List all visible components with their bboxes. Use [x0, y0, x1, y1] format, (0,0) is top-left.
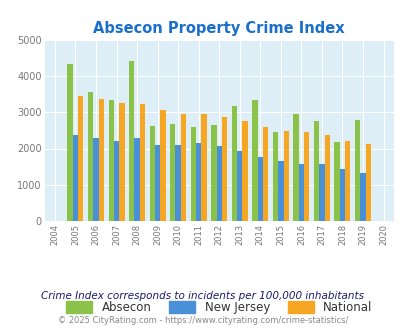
Bar [339, 169, 344, 221]
Bar [298, 164, 303, 221]
Bar [78, 96, 83, 221]
Bar [67, 64, 72, 221]
Bar [303, 132, 309, 221]
Bar [277, 161, 283, 221]
Title: Absecon Property Crime Index: Absecon Property Crime Index [93, 21, 344, 36]
Bar [344, 141, 350, 221]
Bar [272, 132, 277, 221]
Bar [231, 106, 237, 221]
Bar [98, 99, 104, 221]
Bar [134, 138, 139, 221]
Text: Crime Index corresponds to incidents per 100,000 inhabitants: Crime Index corresponds to incidents per… [41, 291, 364, 301]
Bar [155, 145, 160, 221]
Bar [318, 164, 324, 221]
Bar [129, 61, 134, 221]
Bar [108, 100, 113, 221]
Bar [262, 127, 268, 221]
Text: © 2025 CityRating.com - https://www.cityrating.com/crime-statistics/: © 2025 CityRating.com - https://www.city… [58, 316, 347, 325]
Bar [216, 146, 222, 221]
Bar [170, 124, 175, 221]
Bar [211, 125, 216, 221]
Bar [334, 142, 339, 221]
Bar [196, 143, 201, 221]
Bar [72, 135, 78, 221]
Bar [354, 120, 360, 221]
Bar [190, 127, 196, 221]
Legend: Absecon, New Jersey, National: Absecon, New Jersey, National [61, 296, 376, 318]
Bar [113, 141, 119, 221]
Bar [139, 104, 145, 221]
Bar [360, 173, 365, 221]
Bar [149, 126, 155, 221]
Bar [180, 114, 186, 221]
Bar [365, 144, 370, 221]
Bar [257, 157, 262, 221]
Bar [242, 121, 247, 221]
Bar [93, 138, 98, 221]
Bar [88, 92, 93, 221]
Bar [222, 116, 227, 221]
Bar [160, 110, 165, 221]
Bar [293, 115, 298, 221]
Bar [175, 145, 180, 221]
Bar [324, 135, 329, 221]
Bar [119, 103, 124, 221]
Bar [237, 151, 242, 221]
Bar [313, 121, 318, 221]
Bar [201, 115, 206, 221]
Bar [252, 100, 257, 221]
Bar [283, 131, 288, 221]
